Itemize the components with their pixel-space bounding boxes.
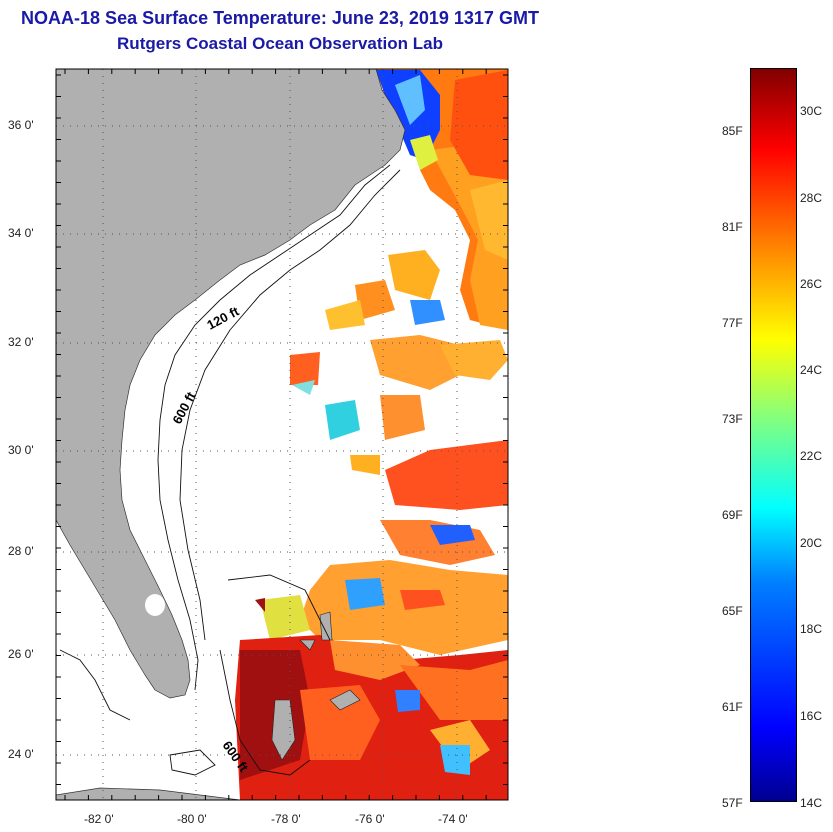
colorbar-c-label: 16C: [800, 709, 823, 723]
colorbar-f-label: 73F: [722, 412, 743, 426]
lat-label: 26 0': [8, 647, 34, 661]
colorbar-c-label: 26C: [800, 277, 823, 291]
lon-label: -80 0': [177, 812, 207, 826]
colorbar-c-label: 20C: [800, 536, 823, 550]
lake-okeechobee: [145, 594, 165, 616]
title-line-2: Rutgers Coastal Ocean Observation Lab: [117, 34, 443, 53]
lat-label: 32 0': [8, 335, 34, 349]
map-frame: [55, 68, 509, 801]
colorbar-f-label: 57F: [722, 796, 743, 810]
colorbar: [750, 68, 797, 802]
lat-label: 34 0': [8, 226, 34, 240]
colorbar-f-label: 81F: [722, 220, 743, 234]
graticule: [56, 69, 508, 800]
colorbar-f-label: 69F: [722, 508, 743, 522]
colorbar-c-label: 22C: [800, 449, 823, 463]
sst-patches: [235, 69, 508, 800]
colorbar-c-label: 30C: [800, 104, 823, 118]
colorbar-c-label: 28C: [800, 191, 823, 205]
title-line-1: NOAA-18 Sea Surface Temperature: June 23…: [21, 8, 539, 28]
lat-label: 36 0': [8, 118, 34, 132]
colorbar-c-label: 14C: [800, 796, 823, 810]
lon-label: -76 0': [355, 812, 385, 826]
colorbar-f-label: 85F: [722, 124, 743, 138]
land-cuba: [56, 787, 241, 800]
colorbar-f-label: 65F: [722, 604, 743, 618]
colorbar-c-label: 24C: [800, 363, 823, 377]
lat-label: 24 0': [8, 747, 34, 761]
lon-label: -82 0': [84, 812, 114, 826]
lat-label: 28 0': [8, 544, 34, 558]
lat-label: 30 0': [8, 443, 34, 457]
colorbar-f-label: 77F: [722, 316, 743, 330]
lon-label: -74 0': [438, 812, 468, 826]
colorbar-f-label: 61F: [722, 700, 743, 714]
bathymetry-contours: [59, 164, 401, 776]
land-us: [56, 69, 406, 699]
bahamas-islands: [271, 611, 361, 761]
ticks: [56, 69, 508, 800]
lon-label: -78 0': [271, 812, 301, 826]
colorbar-c-label: 18C: [800, 622, 823, 636]
